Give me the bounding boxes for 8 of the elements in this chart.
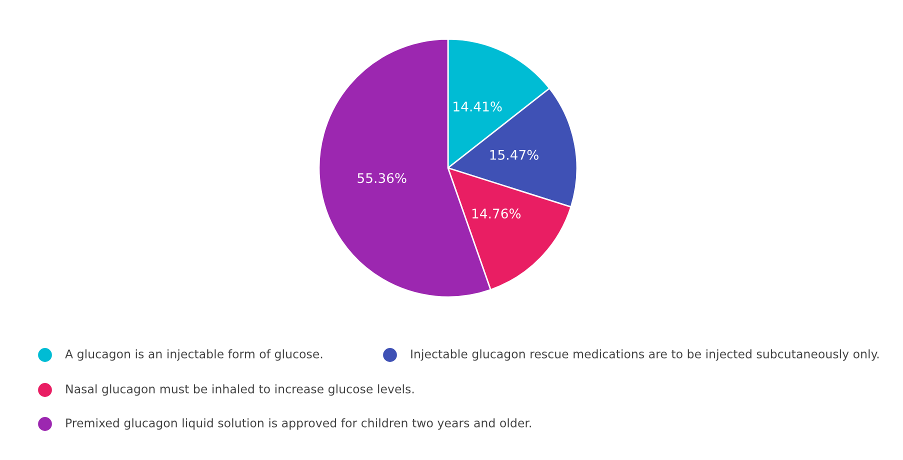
legend-label: Injectable glucagon rescue medications are to be injected subcutaneously only.	[411, 349, 879, 361]
data-label: 55.36%	[358, 173, 406, 184]
data-label: 14.41%	[454, 102, 502, 112]
legend-label: Premixed glucagon liquid solution is approved for children two years and older.	[66, 418, 531, 430]
legend-label: Nasal glucagon must be inhaled to increase glucose levels.	[66, 384, 414, 396]
legend-label: A glucagon is an injectable form of glucose.	[65, 349, 322, 361]
data-label: 15.47%	[490, 150, 538, 160]
data-label: 14.76%	[472, 208, 521, 219]
